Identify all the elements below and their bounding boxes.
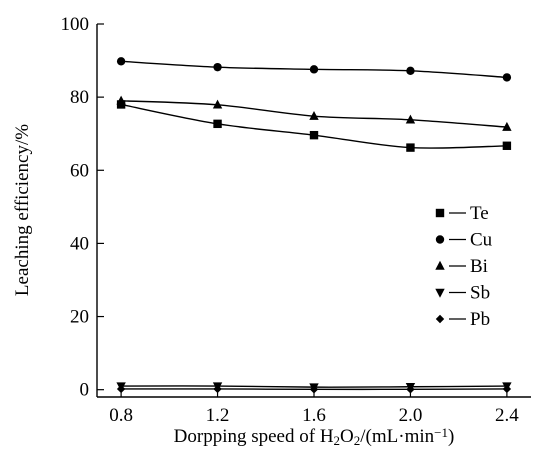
- x-tick-label: 1.6: [302, 405, 326, 426]
- legend-label-sb: Sb: [470, 283, 490, 304]
- y-tick-label: 100: [61, 14, 90, 35]
- data-point-pb: [309, 385, 319, 394]
- data-point-pb: [406, 385, 415, 394]
- data-point-cu: [309, 65, 319, 74]
- data-point-pb: [116, 384, 126, 394]
- series-markers: [116, 57, 512, 394]
- x-tick-label: 2.0: [399, 405, 423, 426]
- x-tick-label: 1.2: [206, 405, 230, 426]
- data-point-cu: [406, 66, 415, 76]
- legend-label-pb: Pb: [470, 309, 490, 330]
- data-point-cu: [502, 73, 512, 82]
- series-lines: [120, 60, 507, 391]
- legend-label-bi: Bi: [470, 256, 488, 277]
- data-point-bi: [116, 95, 126, 105]
- x-tick-label: 2.4: [495, 405, 519, 426]
- y-tick-label: 0: [80, 380, 90, 401]
- data-point-bi: [405, 114, 416, 124]
- y-tick-label: 20: [70, 307, 89, 328]
- y-ticks: 0 20 40 60 80 100: [61, 14, 104, 401]
- data-point-pb: [502, 384, 512, 394]
- x-ticks: 0.8 1.2 1.6 2.0 2.4: [109, 390, 519, 426]
- data-point-te: [502, 141, 512, 150]
- data-point-bi: [309, 110, 319, 120]
- legend-label-cu: Cu: [470, 230, 493, 251]
- legend: Te Cu Bi Sb Pb: [435, 203, 493, 330]
- data-point-bi: [502, 121, 512, 131]
- data-point-te: [213, 119, 222, 129]
- data-point-cu: [213, 62, 222, 72]
- data-point-cu: [116, 57, 126, 66]
- y-tick-label: 40: [70, 233, 89, 254]
- axes: [96, 24, 531, 398]
- legend-marker-bi: [435, 260, 445, 270]
- data-point-bi: [212, 99, 223, 109]
- y-axis-label: Leaching efficiency/%: [12, 124, 33, 296]
- legend-marker-te: [435, 208, 445, 218]
- legend-marker-pb: [435, 314, 445, 324]
- legend-marker-sb: [435, 288, 445, 298]
- data-point-te: [406, 143, 415, 152]
- data-point-te: [309, 130, 319, 140]
- y-tick-label: 60: [70, 160, 89, 181]
- data-point-pb: [213, 384, 222, 394]
- y-tick-label: 80: [70, 87, 89, 108]
- x-tick-label: 0.8: [109, 405, 133, 426]
- legend-label-te: Te: [470, 203, 489, 224]
- x-axis-label: Dorpping speed of H2O2/(mL·min−1): [174, 425, 455, 448]
- legend-marker-cu: [435, 235, 445, 244]
